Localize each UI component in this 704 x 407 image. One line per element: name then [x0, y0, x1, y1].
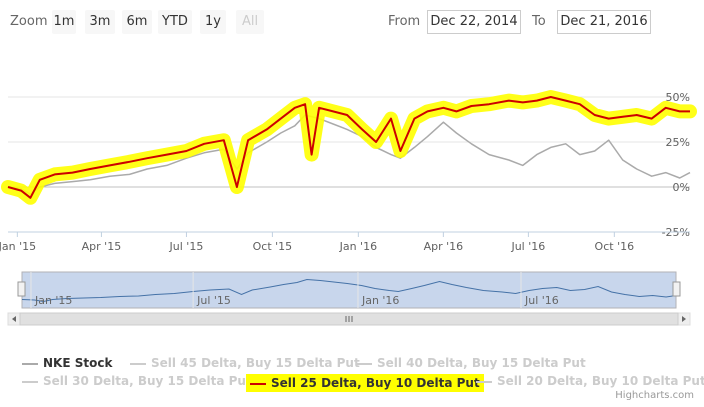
series-lines [1, 90, 697, 205]
from-date-input[interactable]: Dec 22, 2014 [427, 10, 521, 34]
legend-item[interactable]: Sell 40 Delta, Buy 15 Delta Put [356, 356, 586, 370]
legend-item[interactable]: Sell 25 Delta, Buy 10 Delta Put [246, 374, 484, 392]
navigator-tick-label: Jan '16 [361, 294, 399, 307]
legend-label: Sell 30 Delta, Buy 15 Delta Put [43, 374, 252, 388]
zoom-ytd-button[interactable]: YTD [158, 10, 192, 34]
navigator: Jan '15 Jul '15 Jan '16 Jul '16 [7, 271, 691, 326]
navigator-tick-label: Jul '15 [196, 294, 231, 307]
scroll-right-arrow-icon[interactable] [682, 316, 686, 322]
y-tick-label: 25% [666, 136, 690, 149]
to-date-input[interactable]: Dec 21, 2016 [557, 10, 651, 34]
legend-swatch [476, 380, 492, 383]
legend-label: NKE Stock [43, 356, 113, 370]
scrollbar-grip-icon [345, 316, 353, 322]
zoom-6m-button[interactable]: 6m [122, 10, 152, 34]
x-tick-label: Oct '15 [253, 240, 293, 253]
series-line-0 [7, 114, 691, 195]
to-label: To [532, 14, 546, 29]
legend-swatch [250, 382, 266, 385]
zoom-all-button[interactable]: All [236, 10, 264, 34]
legend-swatch [356, 362, 372, 365]
legend-item[interactable]: NKE Stock [22, 356, 112, 370]
x-tick-label: Jan '15 [0, 240, 36, 253]
zoom-1y-button[interactable]: 1y [200, 10, 226, 34]
x-tick-label: Apr '15 [82, 240, 122, 253]
x-tick-label: Jul '16 [510, 240, 545, 253]
zoom-label: Zoom [10, 14, 48, 29]
legend-swatch [130, 362, 146, 365]
legend-item[interactable]: Sell 20 Delta, Buy 10 Delta Put [476, 374, 704, 388]
legend-label: Sell 45 Delta, Buy 15 Delta Put [151, 356, 360, 370]
y-tick-label: 0% [673, 181, 690, 194]
legend-swatch [22, 380, 38, 383]
credits-link[interactable]: Highcharts.com [615, 390, 694, 401]
series-line-4 [7, 96, 690, 199]
navigator-handle-right[interactable] [672, 281, 681, 297]
legend-swatch [22, 362, 38, 365]
x-tick-label: Oct '16 [595, 240, 635, 253]
x-tick-label: Apr '16 [424, 240, 464, 253]
navigator-tick-label: Jan '15 [34, 294, 72, 307]
legend-item[interactable]: Sell 30 Delta, Buy 15 Delta Put [22, 374, 252, 388]
from-label: From [388, 14, 421, 29]
x-tick-label: Jan '16 [339, 240, 377, 253]
scroll-left-arrow-icon[interactable] [12, 316, 16, 322]
x-tick-label: Jul '15 [169, 240, 204, 253]
y-tick-label: 50% [666, 91, 690, 104]
series-highlight [1, 90, 697, 205]
legend-label: Sell 40 Delta, Buy 15 Delta Put [377, 356, 586, 370]
legend-label: Sell 25 Delta, Buy 10 Delta Put [271, 376, 480, 390]
zoom-3m-button[interactable]: 3m [85, 10, 115, 34]
legend-item[interactable]: Sell 45 Delta, Buy 15 Delta Put [130, 356, 360, 370]
zoom-1m-button[interactable]: 1m [52, 10, 76, 34]
navigator-handle-left[interactable] [17, 281, 26, 297]
x-axis-labels: Jan '15 Apr '15 Jul '15 Oct '15 Jan '16 Apr '… [0, 231, 690, 253]
navigator-tick-label: Jul '16 [524, 294, 559, 307]
legend-label: Sell 20 Delta, Buy 10 Delta Put [497, 374, 704, 388]
navigator-series [21, 278, 677, 303]
